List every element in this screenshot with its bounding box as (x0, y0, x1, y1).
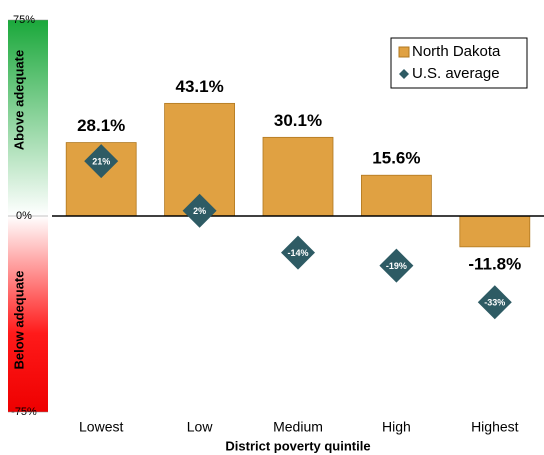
marker-value-label: -14% (287, 248, 308, 258)
bar-value-label: 28.1% (77, 116, 125, 135)
bar-value-label: 30.1% (274, 111, 322, 130)
x-tick-label: Lowest (79, 419, 123, 435)
x-tick-label: Low (187, 419, 214, 435)
below-band (8, 216, 48, 412)
bar (360, 174, 432, 217)
marker-value-label: -33% (484, 298, 505, 308)
bar (459, 215, 531, 248)
diamond-marker (477, 285, 512, 320)
bar-value-label: 15.6% (372, 149, 420, 168)
diamond-marker (281, 235, 315, 270)
diamond-marker (379, 248, 414, 283)
above-band (8, 20, 48, 216)
diamond-marker (182, 193, 217, 228)
legend-label: U.S. average (412, 65, 500, 82)
x-axis-label: District poverty quintile (225, 438, 370, 453)
above-label: Above adequate (11, 50, 26, 150)
legend-swatch (399, 69, 409, 79)
marker-value-label: -19% (386, 261, 407, 271)
bar-value-label: -11.8% (468, 254, 521, 273)
below-label: Below adequate (11, 271, 26, 370)
bar (262, 136, 334, 217)
x-tick-label: High (382, 419, 411, 435)
x-tick-label: Highest (471, 419, 519, 435)
legend-swatch (398, 46, 410, 58)
bar-value-label: 43.1% (175, 77, 223, 96)
marker-value-label: 2% (193, 206, 206, 216)
x-tick-label: Medium (273, 419, 323, 435)
legend-label: North Dakota (412, 43, 501, 60)
marker-value-label: 21% (92, 156, 110, 166)
legend-box (390, 37, 528, 89)
diamond-marker (84, 144, 119, 179)
